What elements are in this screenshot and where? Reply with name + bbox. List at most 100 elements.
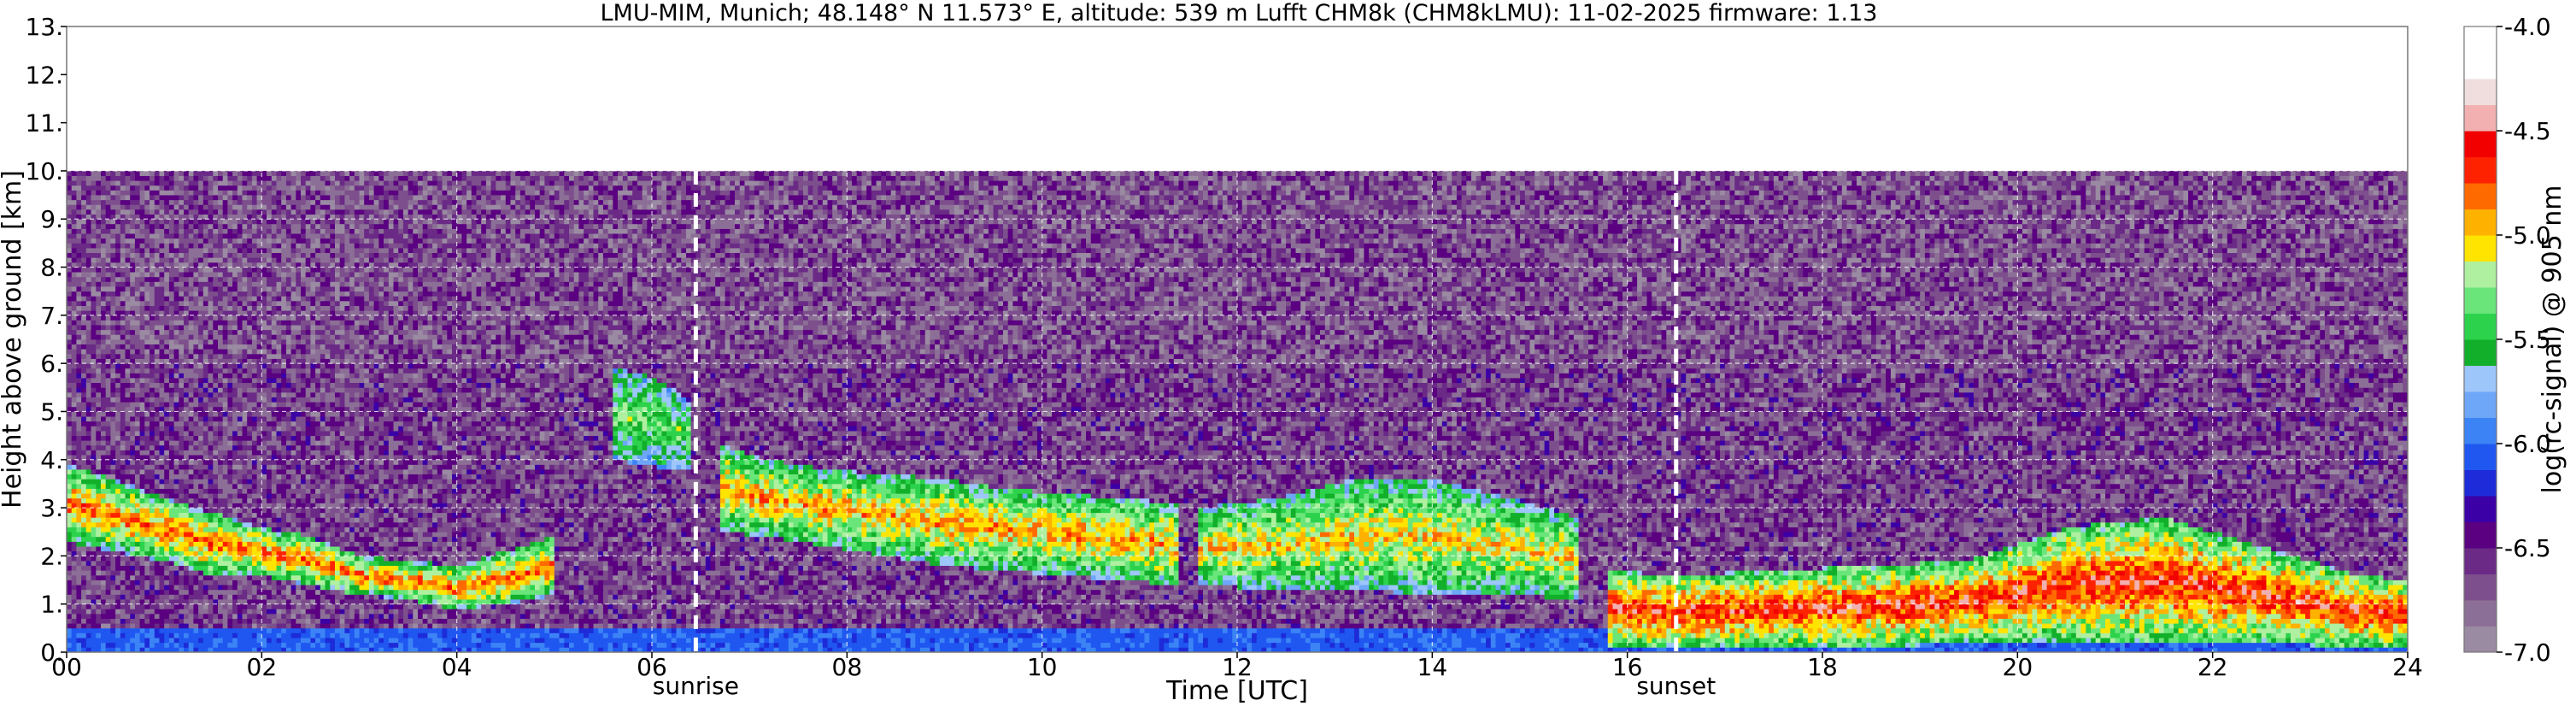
heatmap-cell	[271, 320, 277, 326]
heatmap-cell	[184, 574, 190, 580]
heatmap-cell	[227, 291, 233, 297]
heatmap-cell	[251, 603, 258, 609]
heatmap-cell	[85, 618, 91, 624]
heatmap-cell	[96, 435, 102, 441]
heatmap-cell	[188, 469, 194, 475]
heatmap-cell	[81, 570, 87, 576]
heatmap-cell	[276, 618, 282, 624]
heatmap-cell	[134, 373, 141, 379]
heatmap-cell	[218, 632, 224, 638]
heatmap-cell	[271, 459, 277, 465]
heatmap-cell	[168, 272, 175, 278]
heatmap-cell	[188, 406, 194, 412]
heatmap-cell	[159, 421, 165, 427]
heatmap-cell	[208, 522, 214, 528]
heatmap-cell	[67, 382, 73, 388]
heatmap-cell	[179, 286, 185, 292]
heatmap-cell	[281, 387, 287, 393]
heatmap-cell	[173, 233, 179, 239]
heatmap-cell	[159, 609, 165, 615]
heatmap-cell	[115, 315, 121, 321]
heatmap-cell	[227, 642, 233, 648]
heatmap-cell	[76, 262, 82, 268]
heatmap-cell	[237, 431, 243, 437]
heatmap-cell	[81, 315, 87, 321]
heatmap-cell	[296, 426, 302, 432]
heatmap-cell	[164, 556, 170, 562]
heatmap-cell	[285, 272, 292, 278]
heatmap-cell	[164, 349, 170, 355]
heatmap-cell	[120, 195, 126, 201]
heatmap-cell	[218, 493, 224, 499]
heatmap-cell	[85, 204, 91, 210]
heatmap-cell	[144, 522, 150, 528]
heatmap-cell	[101, 614, 107, 620]
heatmap-cell	[67, 325, 73, 331]
heatmap-cell	[276, 353, 282, 359]
heatmap-cell	[271, 455, 277, 461]
heatmap-cell	[139, 599, 145, 605]
heatmap-cell	[67, 397, 73, 403]
heatmap-cell	[227, 402, 233, 408]
heatmap-cell	[125, 614, 131, 620]
heatmap-cell	[198, 488, 204, 494]
heatmap-cell	[115, 488, 121, 494]
heatmap-cell	[81, 363, 87, 369]
heatmap-cell	[305, 233, 311, 239]
heatmap-cell	[301, 291, 307, 297]
heatmap-cell	[134, 257, 141, 263]
heatmap-cell	[256, 440, 262, 446]
heatmap-cell	[120, 267, 126, 273]
heatmap-cell	[193, 391, 199, 397]
heatmap-cell	[150, 488, 155, 494]
heatmap-cell	[105, 243, 111, 249]
heatmap-cell	[227, 503, 233, 509]
heatmap-cell	[208, 483, 214, 489]
heatmap-cell	[154, 281, 160, 287]
heatmap-cell	[213, 286, 219, 292]
heatmap-cell	[208, 459, 214, 465]
heatmap-cell	[159, 170, 165, 176]
heatmap-cell	[256, 426, 262, 432]
heatmap-cell	[144, 614, 150, 620]
heatmap-cell	[139, 315, 145, 321]
heatmap-cell	[242, 291, 248, 297]
heatmap-cell	[110, 349, 116, 355]
heatmap-cell	[130, 565, 136, 571]
heatmap-cell	[242, 561, 248, 567]
heatmap-cell	[208, 402, 214, 408]
heatmap-cell	[150, 228, 155, 234]
heatmap-cell	[301, 382, 307, 388]
heatmap-cell	[296, 459, 302, 465]
heatmap-cell	[101, 204, 107, 210]
heatmap-cell	[276, 262, 282, 268]
heatmap-cell	[251, 642, 258, 648]
heatmap-cell	[296, 503, 302, 509]
heatmap-cell	[242, 493, 248, 499]
heatmap-cell	[139, 532, 145, 538]
heatmap-cell	[202, 532, 208, 538]
heatmap-cell	[193, 642, 199, 648]
heatmap-cell	[154, 252, 160, 258]
heatmap-cell	[227, 368, 233, 374]
heatmap-cell	[305, 368, 311, 374]
heatmap-cell	[305, 204, 311, 210]
heatmap-cell	[173, 286, 179, 292]
heatmap-cell	[67, 368, 73, 374]
heatmap-cell	[193, 459, 199, 465]
heatmap-cell	[218, 310, 224, 316]
heatmap-cell	[276, 632, 282, 638]
heatmap-cell	[285, 426, 292, 432]
heatmap-cell	[110, 580, 116, 585]
heatmap-cell	[150, 358, 155, 364]
heatmap-cell	[179, 363, 185, 369]
heatmap-cell	[144, 479, 150, 485]
heatmap-cell	[159, 614, 165, 620]
heatmap-cell	[232, 632, 238, 638]
heatmap-cell	[208, 243, 214, 249]
heatmap-cell	[150, 503, 155, 509]
heatmap-cell	[179, 464, 185, 470]
heatmap-cell	[247, 387, 253, 393]
heatmap-cell	[251, 378, 258, 384]
heatmap-cell	[101, 262, 107, 268]
